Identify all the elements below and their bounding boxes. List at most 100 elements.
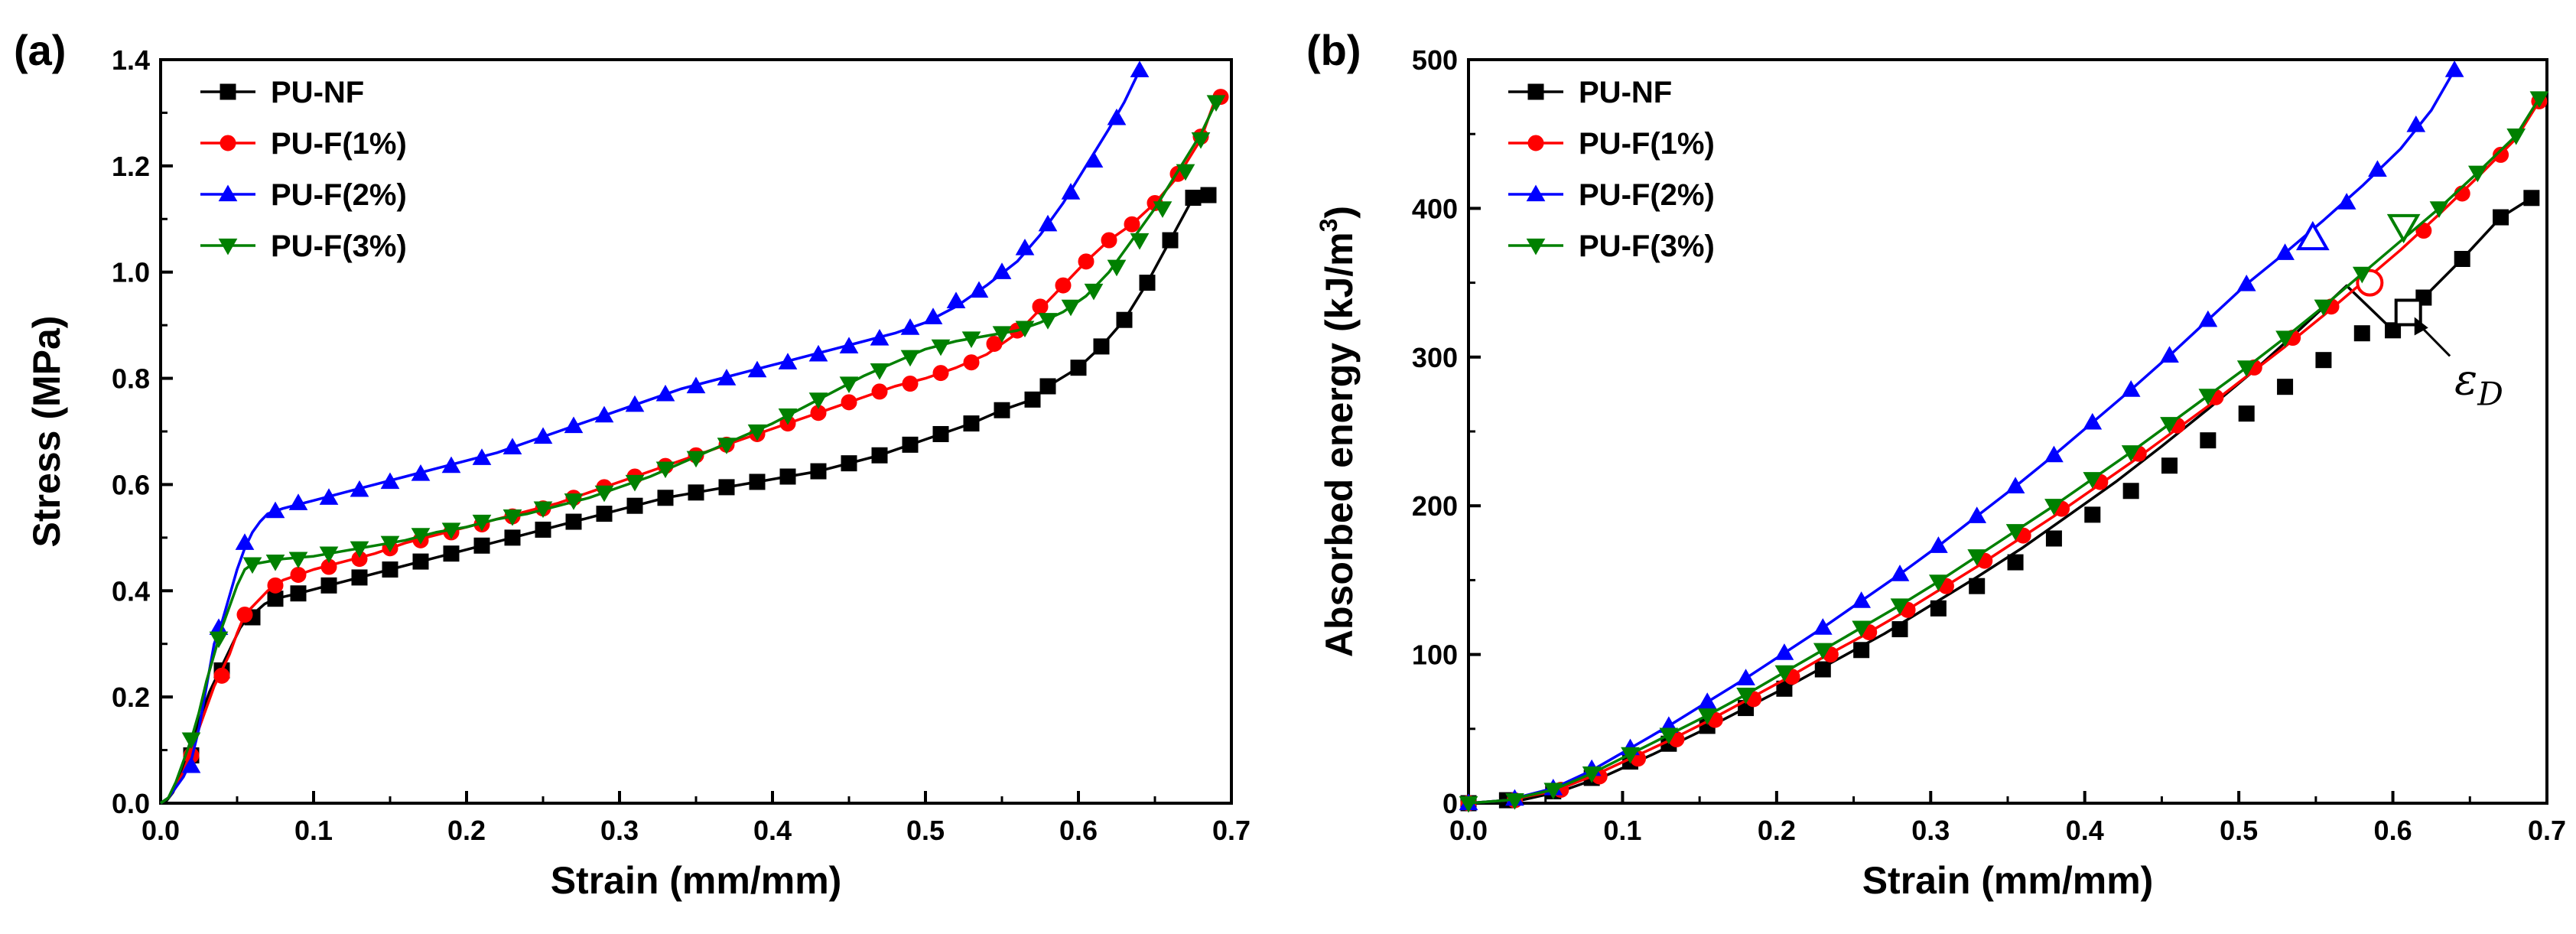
legend-entry-label: PU-F(1%): [1579, 127, 1715, 161]
data-point: [2353, 325, 2370, 342]
data-point: [747, 360, 767, 378]
data-point: [2236, 275, 2256, 291]
x-tick-label: 0.3: [600, 815, 639, 846]
data-point: [2198, 389, 2218, 405]
data-point: [443, 545, 460, 562]
data-point: [657, 490, 674, 506]
data-point: [900, 350, 920, 367]
data-point: [503, 438, 522, 454]
data-point: [841, 394, 857, 411]
data-point: [1107, 259, 1127, 277]
panel-label: (b): [1306, 26, 1361, 74]
y-axis-title-suffix: ): [1318, 206, 1361, 219]
legend-entry-label: PU-F(2%): [1579, 178, 1715, 212]
data-point: [871, 383, 888, 400]
data-point: [1736, 687, 1755, 705]
data-point: [839, 337, 859, 354]
x-axis-title: Strain (mm/mm): [1862, 859, 2154, 902]
y-axis-title: Absorbed energy (kJ/m3): [1315, 206, 1361, 657]
data-point: [902, 436, 919, 453]
data-point: [2352, 266, 2372, 284]
data-point: [1015, 238, 1035, 255]
series-PU-F(3%): [160, 95, 1226, 805]
data-point: [870, 363, 890, 380]
data-point: [686, 451, 706, 468]
legend-entry-label: PU-F(1%): [271, 127, 407, 161]
data-point: [441, 456, 461, 474]
data-point: [350, 480, 369, 497]
data-point: [1039, 378, 1056, 395]
data-point: [2083, 472, 2103, 489]
data-point: [1078, 253, 1094, 270]
data-point: [1697, 708, 1717, 725]
x-tick-label: 0.1: [294, 815, 333, 846]
data-point: [2337, 193, 2356, 210]
data-point: [1032, 298, 1049, 315]
y-tick-label: 0.8: [112, 363, 150, 395]
data-point: [181, 732, 201, 750]
data-point: [992, 326, 1012, 343]
series-PU-F(2%): [160, 60, 1150, 805]
data-point: [749, 474, 766, 490]
data-point: [2007, 554, 2024, 571]
data-point: [533, 427, 553, 444]
data-point: [181, 756, 201, 773]
data-point: [688, 484, 704, 501]
densification-point: [2386, 213, 2421, 244]
data-point: [209, 631, 229, 649]
legend-marker: [218, 238, 238, 255]
chart-panel-a: (a) 0.0 0.1 0.2 0.3 0.4 0.5 0.6 0.7 0.0 0.2 0.4 0.6 0…: [14, 26, 1251, 902]
data-point: [596, 506, 613, 522]
data-point: [2161, 457, 2178, 474]
x-tick-label: 0.6: [2374, 815, 2412, 846]
data-point: [1853, 642, 1870, 659]
y-tick-label: 0.4: [112, 575, 150, 607]
data-point: [1852, 620, 1872, 638]
data-point: [594, 405, 614, 423]
data-point: [441, 522, 461, 539]
x-tick-label: 0.0: [1449, 815, 1488, 846]
data-point: [963, 415, 980, 432]
chart-panel-b: (b) 0.0 0.1 0.2 0.3 0.4 0.5 0.6 0.7 0 100 200 300 400…: [1306, 26, 2566, 902]
data-point: [969, 281, 989, 298]
data-point: [473, 537, 490, 554]
data-point: [2275, 243, 2295, 260]
data-point: [961, 331, 981, 349]
data-point: [992, 262, 1012, 279]
data-point: [1038, 214, 1058, 232]
legend: PU-NF PU-F(1%) PU-F(2%) PU-F(3%): [200, 76, 407, 263]
y-tick-label: 200: [1412, 490, 1458, 522]
data-point: [2368, 160, 2387, 177]
data-point: [946, 291, 966, 309]
y-tick-label: 1.2: [112, 151, 150, 182]
series-PU-F(3%): [1459, 91, 2549, 813]
data-point: [2160, 417, 2179, 434]
data-point: [2005, 477, 2025, 494]
data-point: [1967, 549, 1987, 566]
data-point: [808, 392, 828, 409]
data-point: [472, 514, 492, 532]
legend-entry-label: PU-F(3%): [1579, 229, 1715, 263]
legend-marker: [220, 135, 236, 151]
data-point: [778, 408, 798, 425]
data-point: [2121, 380, 2141, 397]
y-axis-title: Stress (MPa): [25, 316, 68, 548]
data-point: [351, 569, 368, 586]
data-point: [1890, 598, 1910, 615]
data-point: [2277, 379, 2294, 395]
data-point: [717, 438, 737, 454]
data-point: [2044, 445, 2064, 463]
data-point: [265, 501, 285, 519]
data-point: [382, 561, 398, 578]
x-tick-label: 0.5: [2220, 815, 2258, 846]
data-point: [1176, 164, 1195, 181]
data-point: [2200, 432, 2217, 449]
data-point: [2198, 310, 2218, 327]
data-point: [1930, 600, 1947, 617]
data-point: [2315, 352, 2332, 369]
data-point: [535, 521, 551, 538]
x-tick-label: 0.2: [447, 815, 486, 846]
data-point: [841, 455, 857, 472]
densification-point: [2295, 220, 2330, 251]
data-point: [2444, 60, 2464, 77]
